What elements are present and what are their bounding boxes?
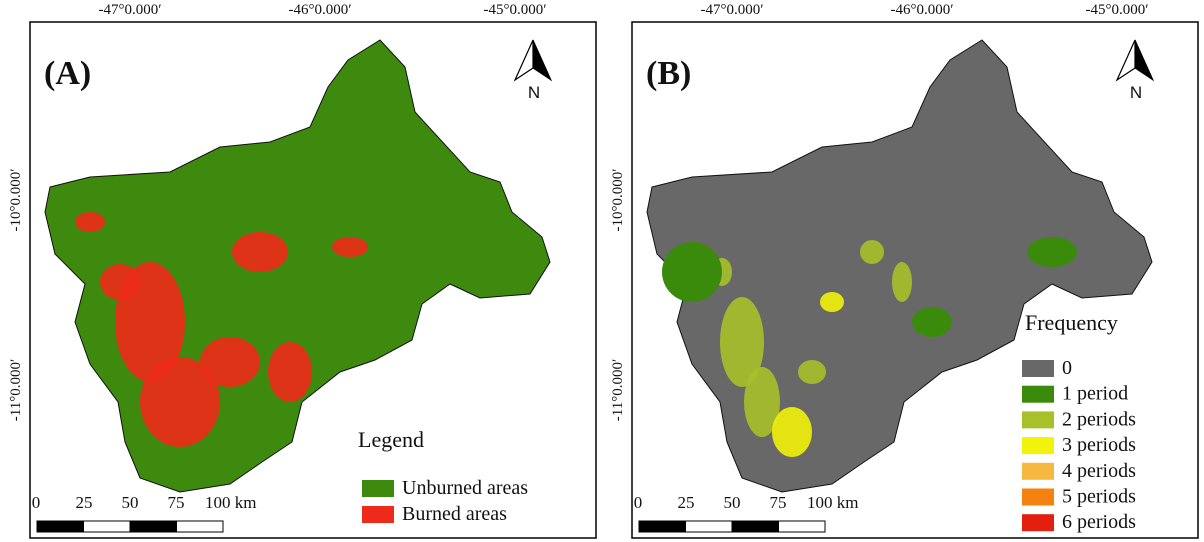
legend-label: Unburned areas (402, 477, 528, 499)
figure: -47°0.000′ -46°0.000′ -45°0.000′ -10°0.000′… (0, 0, 1204, 542)
legend-title: Frequency (1025, 310, 1118, 335)
patch (912, 307, 952, 337)
longitude-label: -47°0.000′ (98, 2, 161, 18)
legend-swatch (1022, 360, 1054, 377)
north-label: N (528, 83, 540, 102)
legend-swatch (1022, 489, 1054, 506)
legend-swatch (1022, 514, 1054, 531)
scale-segment (130, 521, 177, 532)
scale-segment (639, 521, 686, 532)
patch (75, 212, 105, 232)
legend-swatch (1022, 386, 1054, 403)
legend-title: Legend (358, 427, 424, 452)
scale-segment (732, 521, 779, 532)
legend-label: 3 periods (1062, 434, 1136, 456)
scale-label: 75 (770, 493, 787, 512)
north-label: N (1130, 83, 1142, 102)
patch (892, 262, 912, 302)
scale-label: 50 (724, 493, 741, 512)
latitude-label: -11°0.000′ (610, 359, 626, 421)
scale-label: 0 (32, 493, 41, 512)
scale-segment (84, 521, 131, 532)
legend-label: 4 periods (1062, 460, 1136, 482)
legend-label: 5 periods (1062, 486, 1136, 508)
patch (232, 232, 288, 272)
map-panel: -47°0.000′ -46°0.000′ -45°0.000′ -10°0.000′… (8, 2, 596, 538)
scale-label: 25 (76, 493, 93, 512)
scale-segment (37, 521, 84, 532)
patch (772, 407, 812, 457)
panel-label: (B) (646, 55, 691, 92)
legend-swatch (362, 506, 394, 523)
scale-label: 50 (122, 493, 139, 512)
legend-label: 2 periods (1062, 408, 1136, 430)
longitude-label: -46°0.000′ (890, 2, 953, 18)
patch (820, 292, 844, 312)
scale-label: 75 (168, 493, 185, 512)
scale-label: 0 (634, 493, 643, 512)
patch (662, 242, 722, 302)
legend-swatch (1022, 437, 1054, 454)
scale-segment (686, 521, 733, 532)
legend-swatch (1022, 463, 1054, 480)
longitude-label: -47°0.000′ (700, 2, 763, 18)
legend-swatch (362, 480, 394, 497)
longitude-label: -46°0.000′ (288, 2, 351, 18)
legend-label: 6 periods (1062, 511, 1136, 533)
patch (332, 237, 368, 257)
patch (860, 240, 884, 264)
longitude-label: -45°0.000′ (1085, 2, 1148, 18)
latitude-label: -10°0.000′ (8, 168, 24, 231)
patch (100, 264, 140, 300)
patch (798, 360, 826, 384)
legend-swatch (1022, 411, 1054, 428)
patch (1027, 237, 1077, 267)
longitude-label: -45°0.000′ (483, 2, 546, 18)
panel-label: (A) (44, 55, 91, 92)
map-panel: -47°0.000′ -46°0.000′ -45°0.000′ -10°0.000′… (610, 2, 1198, 538)
latitude-label: -11°0.000′ (8, 359, 24, 421)
legend-label: 1 period (1062, 383, 1128, 405)
scale-label: 100 km (205, 493, 256, 512)
scale-segment (779, 521, 826, 532)
legend-label: 0 (1062, 357, 1072, 379)
scale-segment (177, 521, 224, 532)
legend-label: Burned areas (402, 503, 507, 525)
scale-label: 25 (678, 493, 695, 512)
scale-label: 100 km (807, 493, 858, 512)
patch (268, 342, 312, 402)
latitude-label: -10°0.000′ (610, 168, 626, 231)
patch (200, 337, 260, 387)
